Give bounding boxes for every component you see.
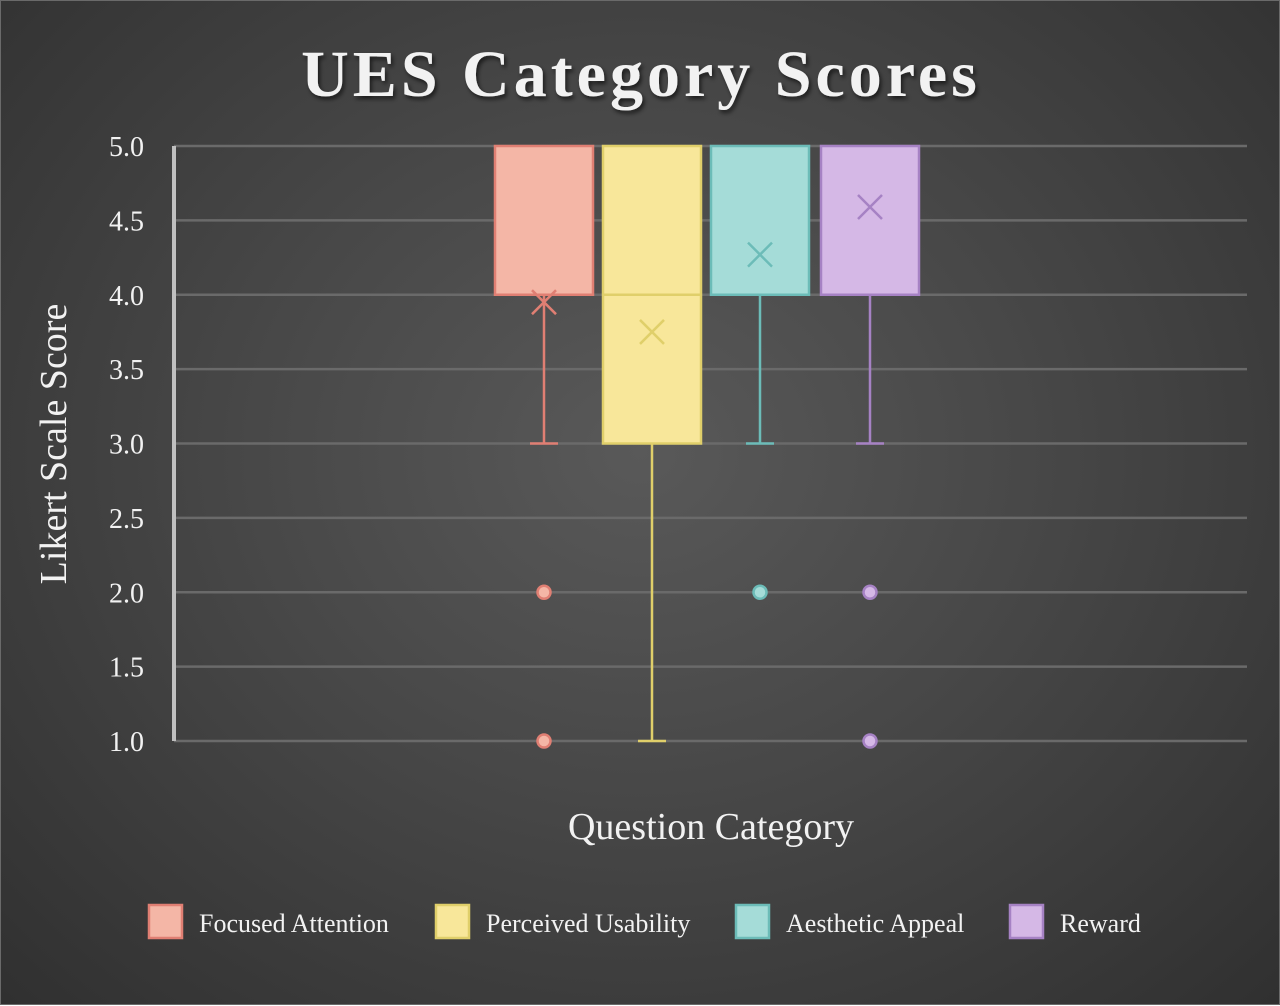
y-tick-label: 4.0	[109, 281, 144, 312]
mean-marker	[639, 319, 665, 345]
y-tick-label: 1.5	[109, 653, 144, 684]
box-aesthetic-appeal	[709, 144, 811, 600]
box-reward	[819, 144, 921, 749]
legend-label: Focused Attention	[199, 909, 389, 938]
y-tick-label: 2.5	[109, 504, 144, 535]
iqr-box	[493, 144, 595, 296]
legend-item: Perceived Usability	[434, 903, 690, 940]
legend-swatch	[434, 903, 471, 940]
outlier-point	[536, 733, 552, 749]
outlier-point	[536, 584, 552, 600]
legend-swatch	[1008, 903, 1045, 940]
legend-label: Aesthetic Appeal	[786, 909, 964, 938]
legend-label: Reward	[1060, 909, 1141, 938]
outlier-point	[862, 584, 878, 600]
y-tick-label: 2.0	[109, 578, 144, 609]
y-axis-title: Likert Scale Score	[33, 304, 75, 585]
legend-item: Focused Attention	[147, 903, 389, 940]
legend-swatch	[147, 903, 184, 940]
y-axis-ticks: 1.0 1.5 2.0 2.5 3.0 3.5 4.0 4.5 5.0	[109, 132, 144, 758]
chart-title: UES Category Scores	[301, 38, 981, 111]
mean-marker	[531, 289, 557, 316]
y-tick-label: 4.5	[109, 206, 144, 237]
outlier-point	[862, 733, 878, 749]
legend-swatch	[734, 903, 771, 940]
legend: Focused Attention Perceived Usability Aest…	[147, 903, 1141, 940]
box-perceived-usability	[601, 144, 703, 743]
boxes	[493, 144, 921, 749]
outlier-point	[752, 584, 768, 600]
legend-item: Reward	[1008, 903, 1141, 940]
legend-label: Perceived Usability	[486, 909, 690, 938]
x-axis-title: Question Category	[568, 806, 854, 848]
mean-marker	[747, 241, 773, 268]
y-tick-label: 1.0	[109, 727, 144, 758]
y-tick-label: 3.0	[109, 430, 144, 461]
iqr-box	[709, 144, 811, 296]
box-focused-attention	[493, 144, 595, 749]
mean-marker	[857, 194, 883, 220]
legend-item: Aesthetic Appeal	[734, 903, 964, 940]
iqr-box	[819, 144, 921, 296]
y-tick-label: 3.5	[109, 355, 144, 386]
y-tick-label: 5.0	[109, 132, 144, 163]
